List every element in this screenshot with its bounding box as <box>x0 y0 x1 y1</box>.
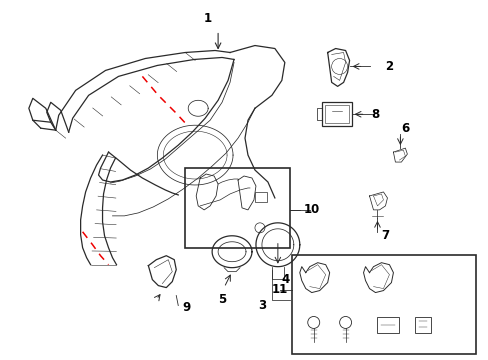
Bar <box>414 318 430 333</box>
Text: 11: 11 <box>271 283 287 296</box>
Bar <box>291 255 475 354</box>
Text: 3: 3 <box>257 299 265 312</box>
Text: 8: 8 <box>370 108 379 121</box>
Bar <box>321 102 351 126</box>
Bar <box>324 105 348 123</box>
Bar <box>185 168 289 248</box>
Bar <box>254 192 266 202</box>
Text: 5: 5 <box>218 293 226 306</box>
Text: 6: 6 <box>401 122 408 135</box>
Bar <box>377 318 399 333</box>
Text: 2: 2 <box>385 60 393 73</box>
Text: 4: 4 <box>281 273 289 286</box>
Text: 7: 7 <box>381 229 389 242</box>
Text: 9: 9 <box>182 301 190 314</box>
Text: 1: 1 <box>203 12 212 25</box>
Text: 10: 10 <box>303 203 319 216</box>
